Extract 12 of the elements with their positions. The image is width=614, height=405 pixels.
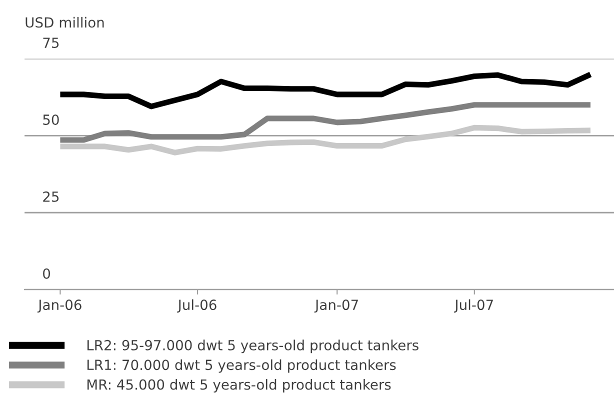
legend-label: LR1: 70.000 dwt 5 years-old product tankers xyxy=(87,359,396,373)
x-tick-label: Jul-06 xyxy=(177,299,216,313)
legend-label: MR: 45.000 dwt 5 years-old product tankers xyxy=(87,379,391,392)
x-tick-label: Jan-07 xyxy=(314,300,358,313)
y-tick-label: 75 xyxy=(43,38,59,48)
y-tick-label: 25 xyxy=(43,191,59,202)
legend-label: LR2: 95-97.000 dwt 5 years-old product tankers xyxy=(87,340,418,354)
y-axis-title: USD million xyxy=(26,16,104,28)
y-tick-label: 50 xyxy=(43,114,59,125)
x-tick-label: Jan-06 xyxy=(37,300,82,313)
x-tick-label: Jul-07 xyxy=(454,299,493,313)
y-tick-label: 0 xyxy=(43,268,50,279)
